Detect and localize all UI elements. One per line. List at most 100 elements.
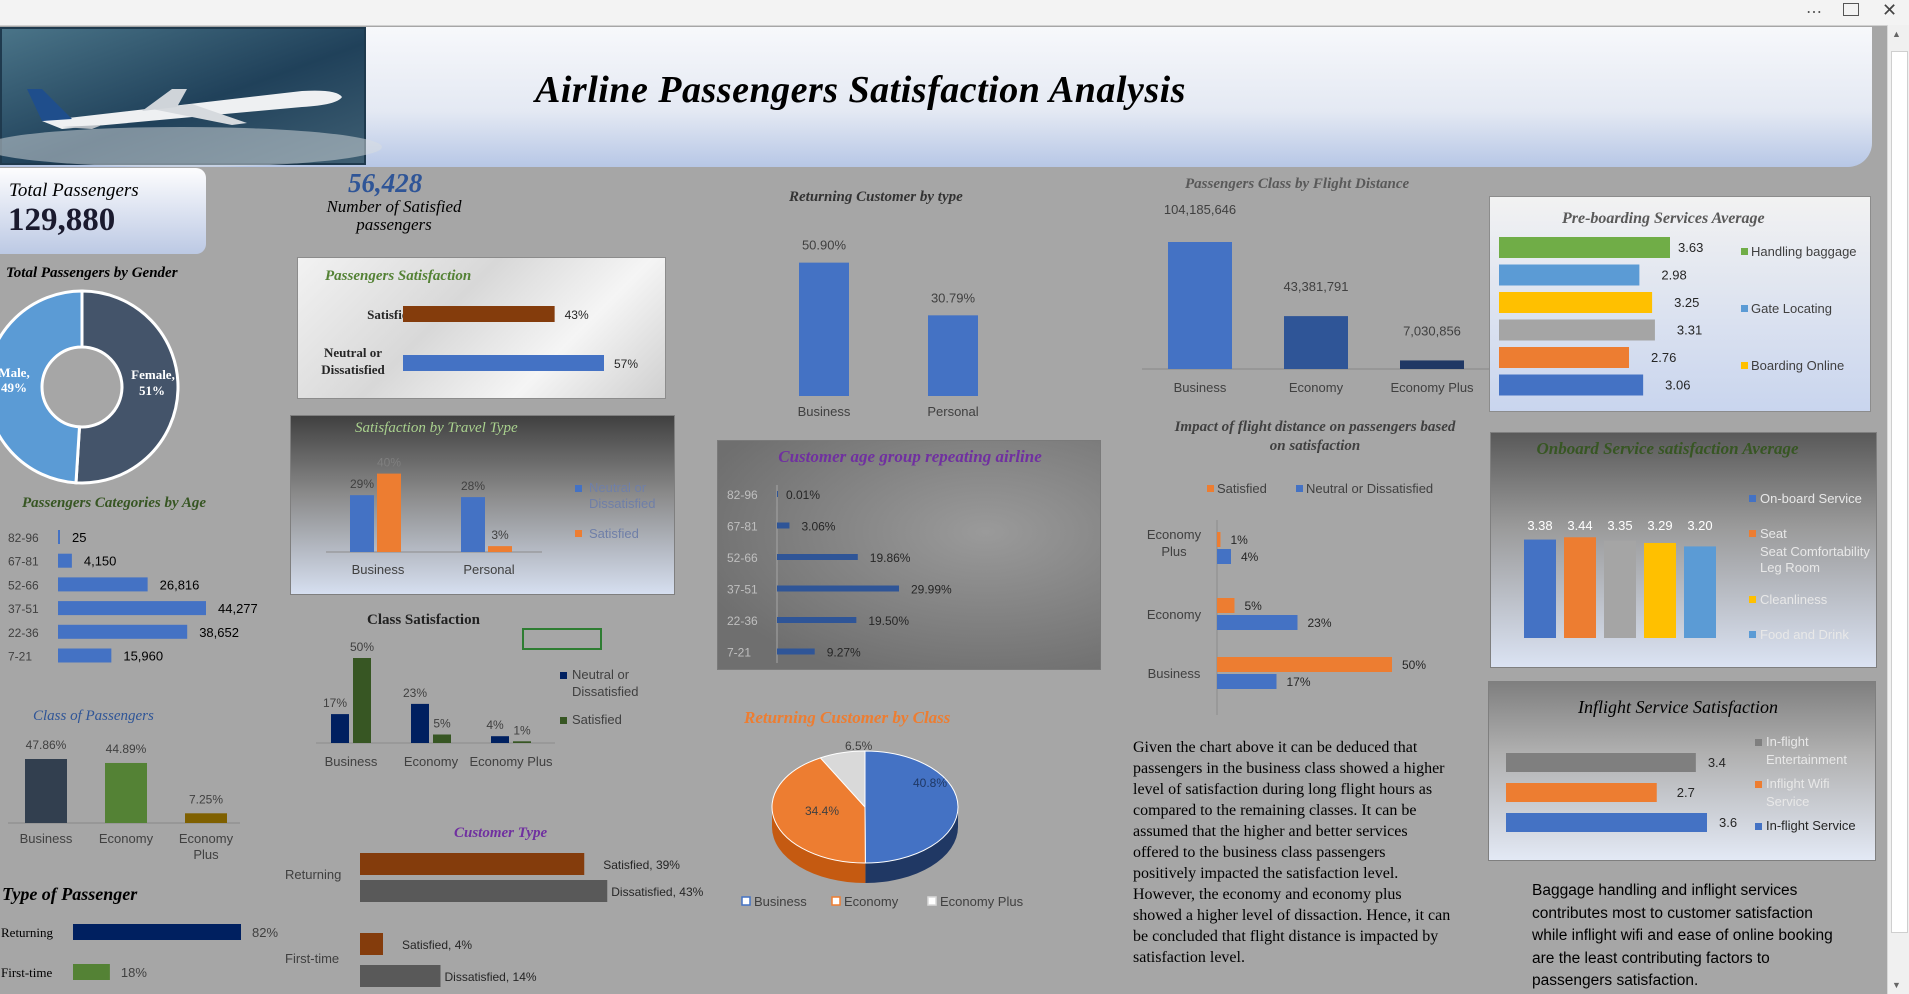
- age-tick-label: 7-21: [8, 650, 32, 664]
- classsat-bar: [513, 741, 531, 743]
- impact-legend-label: Satisfied: [1217, 481, 1267, 496]
- onboard-data-label: 3.35: [1607, 518, 1632, 533]
- onboard-data-label: 3.29: [1647, 518, 1672, 533]
- inflight-chart-title: Inflight Service Satisfaction: [1578, 697, 1778, 717]
- distance-tick-label: Economy Plus: [1390, 380, 1474, 395]
- class-chart-title: Class of Passengers: [33, 708, 154, 724]
- impact-data-label: 50%: [1402, 658, 1426, 672]
- impact-data-label: 23%: [1308, 616, 1332, 630]
- class-bar-chart: 47.86%Business44.89%Economy7.25%EconomyP…: [8, 738, 240, 862]
- impact-chart-title: Impact of flight distance on passengers …: [1174, 419, 1456, 454]
- gender-slice-female: [74, 289, 180, 485]
- onboard-legend-label: Seat: [1760, 526, 1787, 541]
- ellipsis-icon[interactable]: ⋯: [1806, 4, 1822, 21]
- class-data-label: 44.89%: [106, 742, 147, 756]
- retclass-legend-swatch: [927, 896, 937, 906]
- airplane-image: [0, 27, 382, 167]
- onboard-bar-chart: 3.38 3.44 3.35 3.29 3.20 On-board Service Seat…: [1524, 491, 1870, 642]
- agerep-tick-label: 67-81: [727, 520, 758, 534]
- agerep-data-label: 19.86%: [870, 551, 911, 565]
- inflight-legend-label: In-flight Service: [1766, 818, 1856, 833]
- class-tick-label: Plus: [193, 847, 219, 862]
- travel-data-label: 3%: [491, 528, 509, 542]
- passengers-satisfaction-panel: [297, 257, 666, 399]
- classsat-data-label: 1%: [513, 723, 531, 737]
- retclass-legend-swatch: [831, 896, 841, 906]
- preboard-legend-swatch: [1741, 362, 1748, 369]
- impact-bar: [1217, 674, 1277, 689]
- age-data-label: 15,960: [123, 649, 163, 664]
- retclass-legend-swatch: [741, 896, 751, 906]
- gender-label-female-pct: 51%: [139, 383, 165, 398]
- retclass-legend-label: Economy: [844, 894, 899, 909]
- inflight-data-label: 3.6: [1719, 815, 1737, 830]
- retclass-legend-label: Economy Plus: [940, 894, 1024, 909]
- psat-data-label: 57%: [614, 357, 638, 371]
- ptype-tick-label: Returning: [1, 925, 53, 940]
- total-passengers-label: Total Passengers: [9, 180, 139, 201]
- ctype-tick-label: First-time: [285, 951, 339, 966]
- age-tick-label: 82-96: [8, 531, 39, 545]
- agerep-bar: [777, 585, 899, 592]
- scroll-up-icon[interactable]: ▲: [1892, 29, 1901, 39]
- rettype-tick-label: Business: [798, 404, 851, 419]
- scroll-thumb[interactable]: [1891, 51, 1908, 933]
- inflight-legend-label: Service: [1766, 794, 1809, 809]
- impact-legend-swatch: [1207, 485, 1214, 492]
- distance-bar: [1400, 360, 1464, 369]
- psat-chart-title: Passengers Satisfaction: [325, 268, 472, 284]
- total-passengers-value: 129,880: [8, 202, 116, 238]
- travel-bar-dissatisfied: [350, 495, 374, 552]
- conclusion-text: Baggage handling and inflight services c…: [1532, 882, 1833, 989]
- scroll-down-icon[interactable]: ▼: [1892, 980, 1901, 990]
- age-chart-title: Passengers Categories by Age: [22, 495, 207, 511]
- classsat-data-label: 23%: [403, 686, 427, 700]
- inflight-legend-swatch: [1755, 781, 1762, 788]
- agerep-chart-title: Customer age group repeating airline: [778, 447, 1042, 466]
- class-tick-label: Economy: [99, 831, 154, 846]
- impact-data-label: 4%: [1241, 550, 1259, 564]
- retclass-slice: [771, 757, 866, 864]
- ctype-data-label: Dissatisfied, 14%: [445, 970, 537, 984]
- restore-icon[interactable]: [1843, 3, 1859, 16]
- ctype-data-label: Satisfied, 4%: [402, 938, 472, 952]
- preboard-bar-chart: 3.63 2.98 3.25 3.312.76 3.06 Handling baggage…: [1499, 237, 1857, 396]
- age-tick-label: 37-51: [8, 602, 39, 616]
- rettype-bar: [928, 315, 978, 396]
- travel-data-label: 29%: [350, 477, 374, 491]
- agerep-bar: [777, 648, 815, 655]
- gender-chart-title: Total Passengers by Gender: [6, 265, 178, 281]
- ctype-data-label: Dissatisfied, 43%: [611, 885, 703, 899]
- classsat-bar: [353, 658, 371, 743]
- inflight-legend-label: Inflight Wifi: [1766, 776, 1830, 791]
- agerep-bar: [777, 617, 857, 623]
- psat-bar: [403, 355, 604, 371]
- preboard-data-label: 2.76: [1651, 350, 1676, 365]
- retclass-data-label: 34.4%: [805, 804, 839, 818]
- impact-bar: [1217, 615, 1298, 630]
- class-tick-label: Economy: [179, 831, 234, 846]
- onboard-legend-label: Food and Drink: [1760, 627, 1849, 642]
- close-icon[interactable]: ✕: [1882, 0, 1898, 20]
- onboard-legend-label: On-board Service: [1760, 491, 1862, 506]
- vertical-scrollbar[interactable]: ▲ ▼: [1887, 25, 1909, 994]
- ctype-bar: [360, 853, 585, 875]
- onboard-bar: [1564, 537, 1596, 638]
- preboard-data-label: 3.06: [1665, 378, 1690, 393]
- psat-tick-label: Neutral or: [324, 345, 382, 360]
- age-bar: [58, 577, 148, 592]
- age-bar: [58, 601, 206, 616]
- class-data-label: 47.86%: [26, 738, 67, 752]
- page-title: Airline Passengers Satisfaction Analysis: [535, 69, 1186, 111]
- onboard-bar: [1684, 546, 1716, 638]
- selected-cell[interactable]: [522, 628, 602, 650]
- gender-label-male: Male,: [0, 365, 30, 380]
- preboard-legend-swatch: [1741, 305, 1748, 312]
- ptype-bar: [73, 924, 241, 940]
- impact-bar: [1217, 657, 1392, 672]
- inflight-data-label: 3.4: [1708, 755, 1726, 770]
- ptype-bar: [73, 964, 110, 980]
- class-tick-label: Business: [20, 831, 73, 846]
- ctype-chart-title: Customer Type: [454, 825, 548, 841]
- age-tick-label: 22-36: [8, 626, 39, 640]
